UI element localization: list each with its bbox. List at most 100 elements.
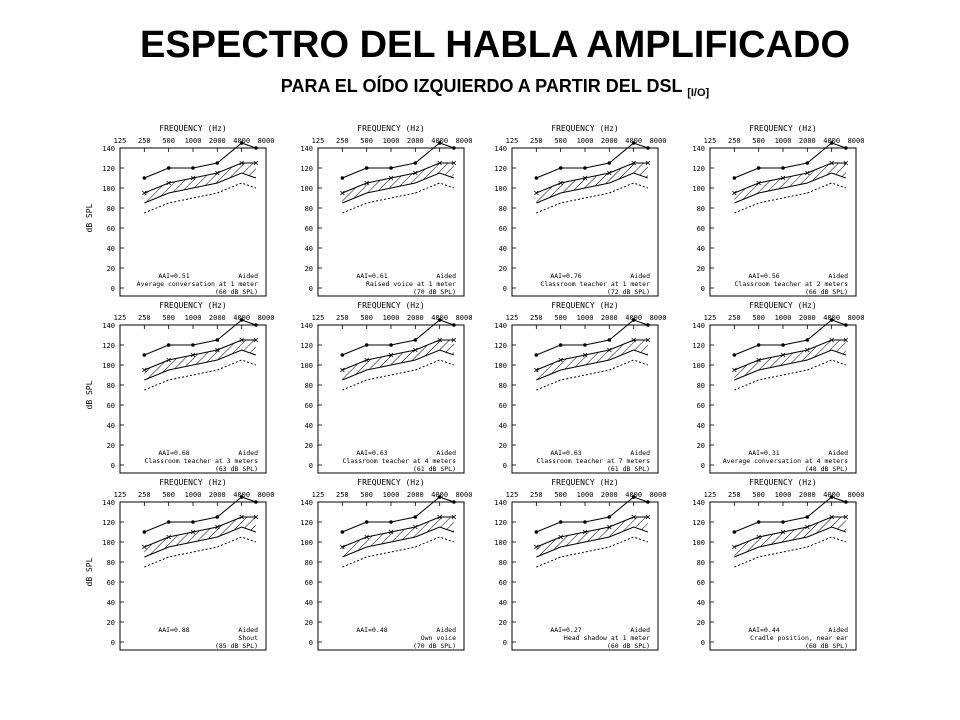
x-tick-label: 4000 [431, 137, 448, 145]
x-tick-label: 125 [312, 314, 325, 322]
audiogram-panel: 125 250 500 1000 2000 4000 8000 FREQUENCY (Hz) 0… [85, 301, 274, 474]
aided-label: Aided [436, 449, 456, 457]
data-point [646, 323, 650, 327]
page-title: ESPECTRO DEL HABLA AMPLIFICADO [139, 24, 851, 66]
data-point [239, 160, 244, 166]
aided-label: Aided [828, 449, 848, 457]
data-point [607, 170, 612, 176]
y-tick-label: 40 [305, 245, 313, 253]
y-tick-label: 0 [503, 639, 507, 647]
y-tick-label: 0 [309, 285, 313, 293]
aided-label: Aided [828, 272, 848, 280]
x-axis-label: FREQUENCY (Hz) [159, 301, 226, 310]
level-label: (60 dB SPL) [607, 642, 650, 650]
x-tick-label: 2000 [601, 491, 618, 499]
data-point [732, 367, 737, 373]
aided-label: Aided [238, 626, 258, 634]
data-point [340, 353, 345, 357]
data-point [389, 343, 393, 347]
y-tick-label: 60 [499, 402, 507, 410]
y-tick-label: 80 [697, 205, 705, 213]
data-point [364, 357, 369, 363]
x-axis-label: FREQUENCY (Hz) [749, 478, 816, 487]
y-tick-label: 80 [107, 205, 115, 213]
y-tick-label: 60 [305, 579, 313, 587]
y-tick-label: 120 [494, 342, 507, 350]
y-tick-label: 140 [102, 145, 115, 153]
series-line [536, 182, 649, 214]
y-tick-label: 20 [697, 619, 705, 627]
y-tick-label: 0 [503, 462, 507, 470]
x-tick-label: 1000 [185, 491, 202, 499]
data-point [534, 544, 539, 550]
x-tick-label: 8000 [456, 491, 473, 499]
y-tick-label: 80 [305, 205, 313, 213]
data-point [239, 514, 244, 520]
y-tick-label: 40 [697, 599, 705, 607]
data-point [607, 524, 612, 530]
data-point [558, 166, 563, 170]
data-point [843, 160, 849, 166]
level-label: (48 dB SPL) [805, 465, 848, 473]
y-tick-label: 100 [102, 539, 115, 547]
data-point [142, 190, 147, 196]
y-tick-label: 80 [499, 205, 507, 213]
series-line [536, 496, 649, 533]
aided-label: Aided [238, 449, 258, 457]
data-point [558, 520, 563, 524]
x-tick-label: 2000 [407, 314, 424, 322]
data-point [437, 160, 442, 166]
x-axis-label: FREQUENCY (Hz) [551, 124, 618, 133]
series-line [734, 536, 847, 568]
x-axis-label: FREQUENCY (Hz) [357, 124, 424, 133]
series-line [144, 142, 257, 179]
x-tick-label: 125 [704, 314, 717, 322]
x-tick-label: 250 [728, 137, 741, 145]
y-tick-label: 20 [107, 442, 115, 450]
series-line [536, 516, 648, 548]
y-tick-label: 100 [102, 185, 115, 193]
y-tick-label: 20 [107, 265, 115, 273]
x-axis-label: FREQUENCY (Hz) [357, 478, 424, 487]
x-tick-label: 8000 [650, 137, 667, 145]
x-axis-label: FREQUENCY (Hz) [749, 124, 816, 133]
data-point [364, 534, 369, 540]
data-point [413, 524, 418, 530]
x-tick-label: 1000 [383, 491, 400, 499]
y-tick-label: 0 [111, 462, 115, 470]
x-tick-label: 2000 [799, 137, 816, 145]
y-tick-label: 100 [494, 185, 507, 193]
series-line [536, 349, 649, 381]
data-point [844, 323, 848, 327]
data-point [253, 514, 259, 520]
data-point [756, 343, 761, 347]
data-point [631, 514, 636, 520]
speech-spectrum-hatch [536, 340, 648, 380]
data-point [732, 544, 737, 550]
data-point [558, 180, 563, 186]
y-tick-label: 60 [107, 402, 115, 410]
series-line [342, 349, 455, 381]
data-point [413, 161, 418, 165]
x-tick-label: 250 [336, 491, 349, 499]
data-point [631, 318, 636, 322]
data-point [829, 318, 834, 322]
series-line [144, 172, 257, 204]
y-tick-label: 60 [305, 402, 313, 410]
condition-label: Average conversation at 1 meter [137, 280, 258, 288]
y-tick-label: 140 [692, 499, 705, 507]
data-point [340, 367, 345, 373]
y-tick-label: 100 [300, 362, 313, 370]
y-tick-label: 40 [305, 599, 313, 607]
y-tick-label: 80 [499, 559, 507, 567]
y-tick-label: 60 [305, 225, 313, 233]
data-point [437, 141, 442, 145]
data-point [781, 166, 785, 170]
data-point [239, 495, 244, 499]
y-tick-label: 20 [697, 265, 705, 273]
data-point [805, 524, 810, 530]
series-line [342, 536, 455, 568]
x-tick-label: 4000 [233, 314, 250, 322]
data-point [142, 367, 147, 373]
x-tick-label: 1000 [383, 314, 400, 322]
